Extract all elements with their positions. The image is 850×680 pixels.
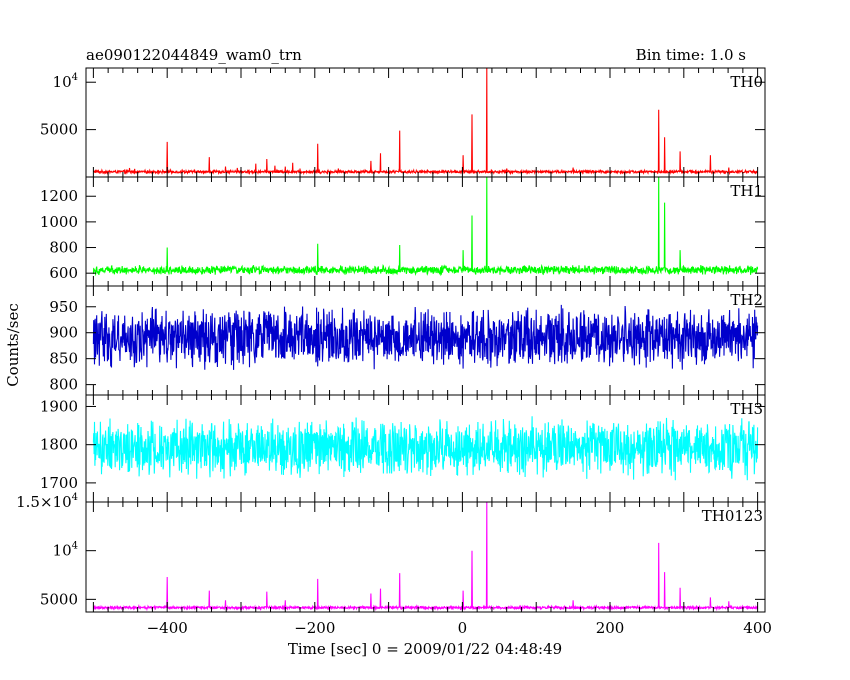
series-line-th0123 [93,502,759,612]
x-tick-label: −400 [147,619,188,637]
panel-label: TH3 [730,400,763,418]
panels-group: 5000 104 TH0 600 800 1000 1200 TH1 800 850 900 950 T… [16,67,772,637]
panel-frame [85,67,766,178]
series-line-th1 [92,177,759,277]
y-tick-label: 1900 [40,397,78,415]
y-tick-label: 104 [53,72,78,91]
y-tick-label: 5000 [40,590,78,608]
panel-th3: 1700 1800 1900 TH3 [40,394,766,503]
series-line-th3 [92,416,759,481]
panel-th0: 5000 104 TH0 [40,67,766,178]
panel-label: TH2 [730,291,763,309]
x-axis-label: Time [sec] 0 = 2009/01/22 04:48:49 [288,640,562,658]
x-tick-label: 0 [458,619,468,637]
x-tick-label: 400 [743,619,772,637]
y-tick-label: 5000 [40,121,78,139]
y-tick-label: 900 [49,324,78,342]
panel-label: TH1 [730,182,763,200]
panel-th1: 600 800 1000 1200 TH1 [40,176,766,287]
y-tick-label: 1000 [40,213,78,231]
panel-label: TH0123 [702,507,763,525]
panel-th0123: 5000 104 1.5×104 TH0123 [16,492,766,613]
y-tick-label: 950 [49,298,78,316]
y-tick-label: 1800 [40,436,78,454]
chart-subtitle: Bin time: 1.0 s [636,46,746,64]
panel-frame [85,501,766,613]
y-tick-label: 1200 [40,187,78,205]
panel-th2: 800 850 900 950 TH2 [49,285,766,396]
y-tick-label: 1.5×104 [16,492,78,511]
panel-label: TH0 [730,73,763,91]
x-tick-label: −200 [294,619,335,637]
y-tick-label: 104 [53,541,78,560]
y-tick-label: 600 [49,264,78,282]
x-tick-label: 200 [596,619,625,637]
y-tick-label: 800 [49,376,78,394]
y-tick-label: 850 [49,350,78,368]
series-line-th0 [93,68,758,176]
y-axis-label: Counts/sec [4,303,22,387]
series-line-th2 [92,304,759,370]
chart-title: ae090122044849_wam0_trn [86,46,302,64]
y-tick-label: 800 [49,239,78,257]
y-tick-label: 1700 [40,474,78,492]
